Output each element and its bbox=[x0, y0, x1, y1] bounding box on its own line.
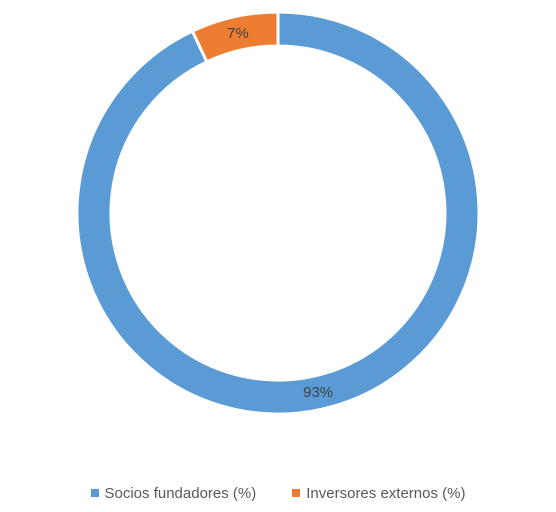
donut-chart-svg: 93% 7% bbox=[75, 10, 481, 416]
donut-slice-1 bbox=[190, 10, 280, 64]
donut-chart: 93% 7% bbox=[75, 10, 481, 416]
donut-slices bbox=[75, 10, 481, 416]
legend-label-socios-fundadores: Socios fundadores (%) bbox=[104, 484, 257, 502]
legend-label-inversores-externos: Inversores externos (%) bbox=[306, 484, 466, 502]
legend-swatch-socios-fundadores bbox=[90, 489, 99, 497]
legend-item-socios-fundadores: Socios fundadores (%) bbox=[90, 484, 257, 502]
legend-swatch-inversores-externos bbox=[292, 489, 301, 497]
data-label-0: 93% bbox=[303, 384, 333, 401]
legend-item-inversores-externos: Inversores externos (%) bbox=[292, 485, 465, 502]
donut-slice-0 bbox=[75, 10, 481, 416]
data-label-1: 7% bbox=[227, 25, 249, 42]
data-labels: 93% 7% bbox=[227, 25, 333, 401]
chart-legend: Socios fundadores (%) Inversores externo… bbox=[0, 480, 556, 506]
